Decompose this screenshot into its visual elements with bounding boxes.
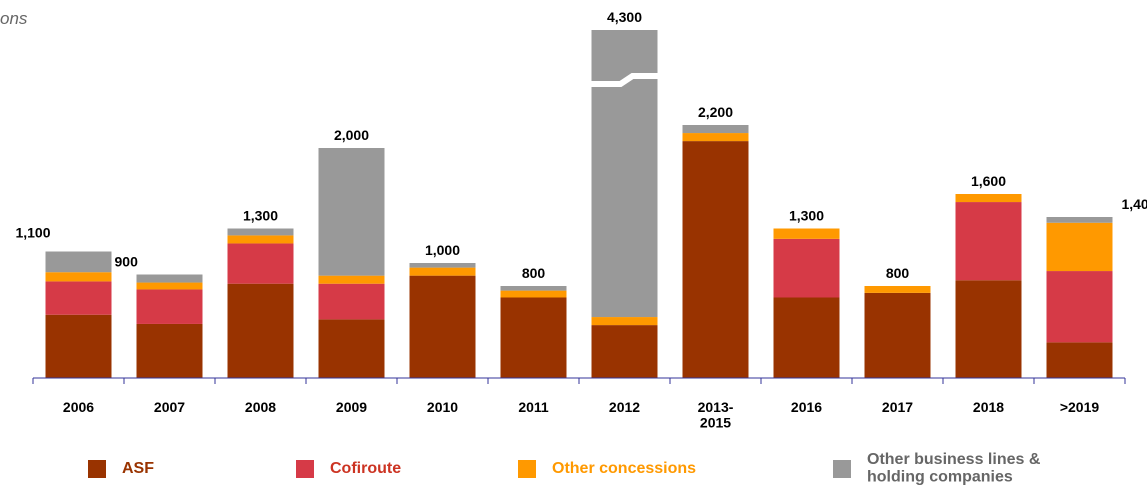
x-tick-label: 2012	[609, 399, 640, 415]
x-tick-label: 2016	[791, 399, 822, 415]
total-label: 1,300	[243, 207, 278, 223]
total-label: 800	[522, 265, 546, 281]
x-tick-label: 2008	[245, 399, 276, 415]
bar-segment	[864, 292, 931, 378]
bar-segment	[136, 289, 203, 324]
bar-segment	[45, 281, 112, 315]
axis-break	[589, 73, 660, 87]
bar-segment	[409, 263, 476, 268]
bar-segment	[955, 194, 1022, 203]
bar-segment	[773, 297, 840, 378]
x-tick-label: >2019	[1060, 399, 1100, 415]
bar-segment	[227, 228, 294, 236]
total-label: 1,600	[971, 173, 1006, 189]
bar-segment	[227, 283, 294, 378]
total-label: 2,000	[334, 127, 369, 143]
x-tick-label: 2017	[882, 399, 913, 415]
x-tick-label: 2009	[336, 399, 367, 415]
legend-label: Other concessions	[552, 460, 696, 477]
bar-segment	[136, 323, 203, 378]
bar-segment	[500, 297, 567, 378]
total-label: 1,000	[425, 242, 460, 258]
bar-segment	[500, 290, 567, 298]
total-label: 4,300	[607, 9, 642, 25]
total-label: 800	[886, 265, 910, 281]
bar-segment	[136, 274, 203, 283]
legend-label: ASF	[122, 460, 154, 477]
bar-segment	[318, 148, 385, 276]
x-tick-label: 2007	[154, 399, 185, 415]
total-label: 1,300	[789, 207, 824, 223]
bar-segment	[1046, 271, 1113, 343]
bar-segment	[682, 125, 749, 134]
bar-segment	[136, 282, 203, 290]
legend-label: Cofiroute	[330, 460, 401, 477]
bar-segment	[318, 283, 385, 320]
bar-segment	[45, 314, 112, 378]
chart-title: ons	[0, 9, 28, 28]
bar-segment	[1046, 342, 1113, 378]
legend-swatch	[88, 460, 106, 478]
bar-segment	[409, 275, 476, 378]
bar-segment	[682, 133, 749, 142]
bar-segment	[682, 141, 749, 378]
x-tick-label: 2013-2015	[698, 399, 734, 430]
legend-swatch	[296, 460, 314, 478]
bar-segment	[45, 251, 112, 273]
x-tick-label: 2018	[973, 399, 1004, 415]
bar-segment	[409, 267, 476, 276]
bar-segment	[227, 235, 294, 244]
bar-segment	[864, 286, 931, 293]
total-label: 900	[115, 253, 139, 269]
bar-segment	[773, 238, 840, 298]
x-tick-label: 2006	[63, 399, 94, 415]
bar-segment	[591, 325, 658, 378]
legend-swatch	[833, 460, 851, 478]
bar-segment	[227, 243, 294, 284]
x-tick-label: 2011	[518, 399, 549, 415]
total-label: 1,100	[15, 224, 50, 240]
bar-segment	[955, 280, 1022, 378]
bar-segment	[591, 317, 658, 326]
bar-segment	[318, 275, 385, 284]
bar-segment	[1046, 222, 1113, 272]
bar-segment	[955, 202, 1022, 281]
bar-segment	[773, 228, 840, 239]
bar-segment	[318, 319, 385, 378]
bar-segment	[500, 286, 567, 291]
bar-segment	[1046, 217, 1113, 223]
legend-swatch	[518, 460, 536, 478]
x-tick-label: 2010	[427, 399, 458, 415]
legend-label: Other business lines & holding companies	[867, 451, 1041, 486]
total-label: 1,400	[1121, 196, 1147, 212]
bar-segment	[45, 272, 112, 282]
total-label: 2,200	[698, 104, 733, 120]
